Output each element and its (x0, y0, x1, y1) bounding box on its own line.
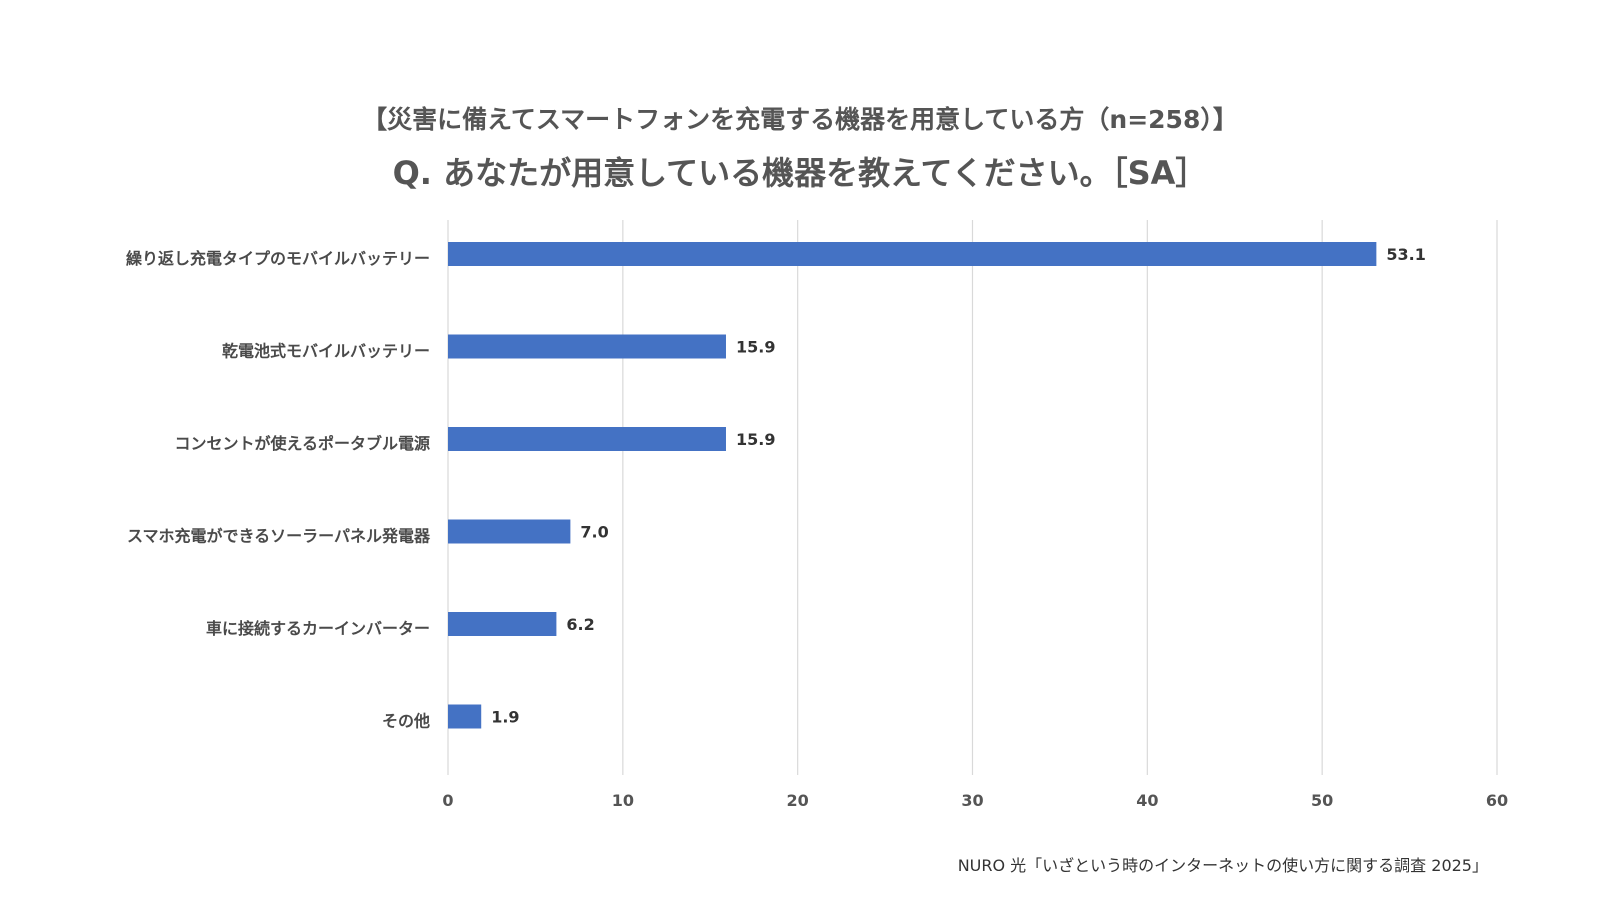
bar (448, 334, 726, 359)
bar (448, 704, 482, 729)
x-tick-label: 40 (1136, 791, 1158, 810)
value-label: 53.1 (1386, 245, 1425, 264)
category-label: コンセントが使えるポータブル電源 (174, 434, 430, 453)
source-note: NURO 光「いざという時のインターネットの使い方に関する調査 2025」 (957, 856, 1488, 875)
bars (448, 242, 1377, 729)
x-axis-tick-labels: 0 10 20 30 40 50 60 (442, 791, 1508, 810)
x-tick-label: 60 (1486, 791, 1508, 810)
value-label: 1.9 (491, 708, 519, 727)
x-tick-label: 10 (612, 791, 634, 810)
value-label: 6.2 (566, 615, 594, 634)
category-label: 乾電池式モバイルバッテリー (222, 342, 430, 361)
x-tick-label: 30 (961, 791, 983, 810)
grid-lines (447, 220, 1498, 775)
x-tick-label: 20 (787, 791, 809, 810)
chart-title-line1: 【災害に備えてスマートフォンを充電する機器を用意している方（n=258）】 (362, 105, 1238, 134)
value-label: 15.9 (736, 338, 775, 357)
value-labels: 53.1 15.9 15.9 7.0 6.2 1.9 (491, 245, 1426, 727)
bar (448, 612, 557, 636)
chart-title-line2: Q. あなたが用意している機器を教えてください。［SA］ (392, 154, 1208, 192)
bar (448, 427, 726, 451)
value-label: 15.9 (736, 430, 775, 449)
category-label: 繰り返し充電タイプのモバイルバッテリー (126, 249, 430, 268)
x-tick-label: 50 (1311, 791, 1333, 810)
category-label: 車に接続するカーインバーター (206, 619, 430, 638)
bar (448, 519, 571, 544)
category-label: その他 (382, 712, 430, 731)
category-label: スマホ充電ができるソーラーパネル発電器 (127, 527, 431, 546)
bar (448, 242, 1377, 266)
x-tick-label: 0 (442, 791, 453, 810)
value-label: 7.0 (580, 523, 608, 542)
category-labels: 繰り返し充電タイプのモバイルバッテリー乾電池式モバイルバッテリーコンセントが使え… (126, 249, 431, 731)
